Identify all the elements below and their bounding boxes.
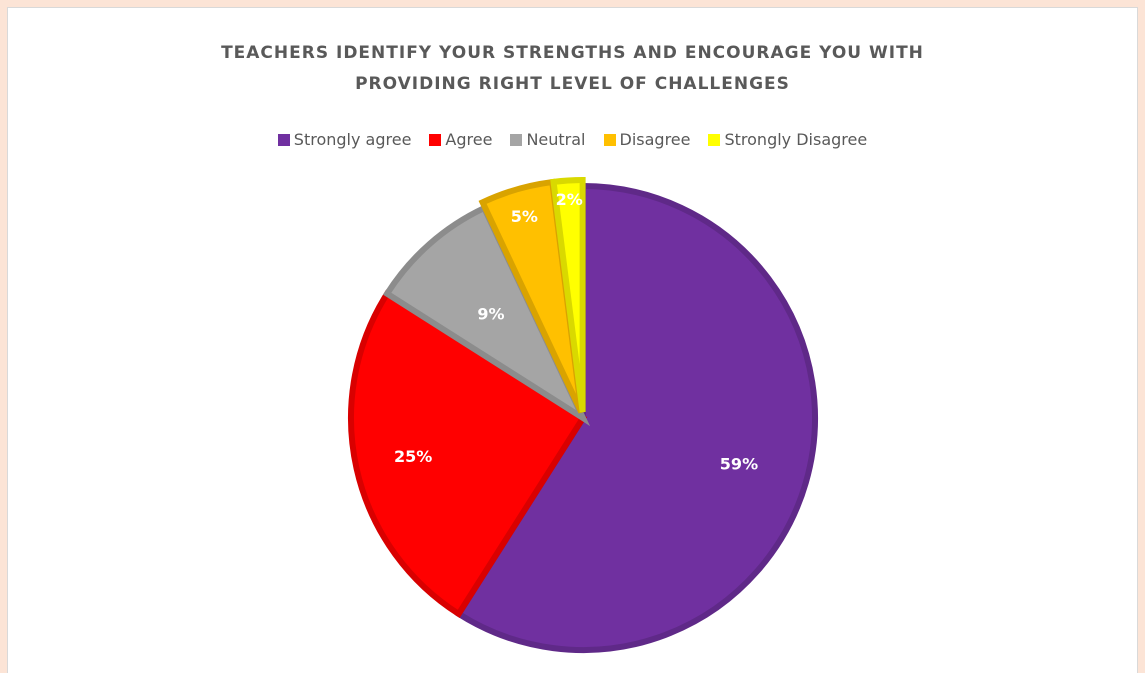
chart-title: TEACHERS IDENTIFY YOUR STRENGTHS AND ENC… bbox=[8, 38, 1137, 100]
data-label-strongly-agree: 59% bbox=[720, 454, 758, 473]
legend-item-agree: Agree bbox=[429, 130, 492, 149]
legend-item-neutral: Neutral bbox=[510, 130, 586, 149]
legend-item-strongly-agree: Strongly agree bbox=[277, 130, 412, 149]
legend-swatch bbox=[603, 133, 616, 146]
pie-slice-strongly-disagree bbox=[550, 177, 586, 413]
legend-label: Strongly agree bbox=[293, 130, 412, 149]
chart-title-line-2: PROVIDING RIGHT LEVEL OF CHALLENGES bbox=[355, 74, 790, 94]
legend-item-strongly-disagree: Strongly Disagree bbox=[708, 130, 867, 149]
data-label-disagree: 5% bbox=[511, 207, 538, 226]
pie-slice-strongly-agree bbox=[454, 182, 818, 653]
legend-swatch bbox=[277, 133, 290, 146]
pie-slice-neutral bbox=[382, 204, 591, 427]
legend-item-disagree: Disagree bbox=[603, 130, 691, 149]
legend-label: Neutral bbox=[526, 130, 586, 149]
legend-swatch bbox=[708, 133, 721, 146]
data-label-agree: 25% bbox=[394, 447, 432, 466]
legend-swatch bbox=[510, 133, 523, 146]
legend-label: Strongly Disagree bbox=[724, 130, 868, 149]
legend-label: Disagree bbox=[619, 130, 691, 149]
legend-swatch bbox=[429, 133, 442, 146]
legend-label: Agree bbox=[445, 130, 493, 149]
data-label-neutral: 9% bbox=[477, 305, 504, 324]
pie-slice-agree bbox=[348, 289, 588, 619]
data-label-strongly-disagree: 2% bbox=[556, 190, 583, 209]
chart-legend: Strongly agree Agree Neutral Disagree St… bbox=[8, 130, 1137, 149]
chart-title-line-1: TEACHERS IDENTIFY YOUR STRENGTHS AND ENC… bbox=[221, 43, 924, 63]
